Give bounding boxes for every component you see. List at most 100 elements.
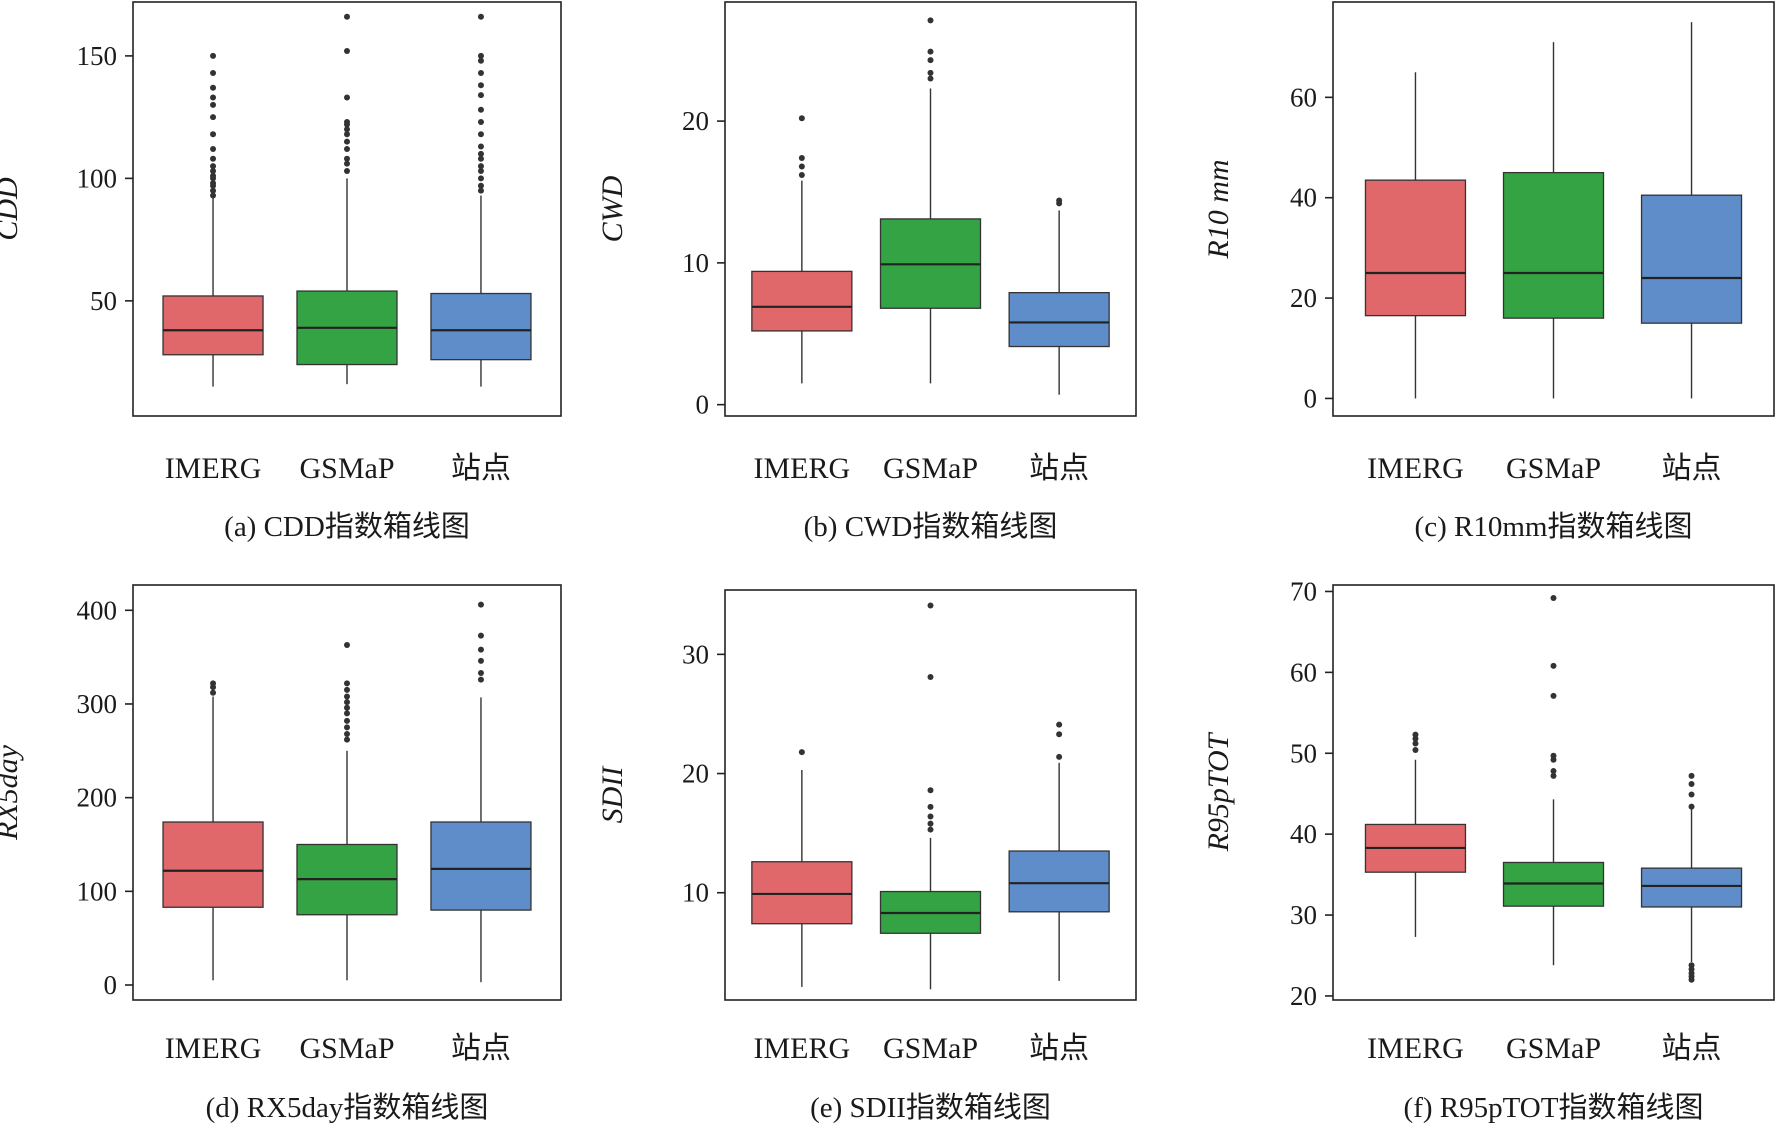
y-tick-label: 20	[1290, 283, 1317, 313]
y-axis-title: CDD	[0, 177, 24, 241]
outlier-point	[210, 145, 217, 152]
outlier-point	[344, 145, 350, 152]
iqr-box	[162, 295, 264, 356]
box-IMERG	[162, 52, 264, 387]
outlier-point	[344, 730, 350, 737]
outlier-point	[344, 160, 350, 167]
outlier-point	[477, 150, 484, 157]
outlier-point	[477, 155, 484, 162]
outlier-point	[210, 84, 217, 91]
outlier-point	[344, 641, 350, 648]
chart-panel-4: 0 100 200 300 400 RX5day IMERG GSMaP 站点 (d) RX5da…	[0, 584, 562, 1124]
outlier-point	[477, 106, 484, 113]
iqr-box	[1008, 292, 1110, 348]
y-tick-label: 40	[1290, 819, 1317, 849]
outlier-point	[1688, 772, 1695, 779]
outlier-point	[477, 52, 484, 59]
outlier-point	[798, 171, 805, 178]
box-站点	[1008, 197, 1110, 395]
y-tick-label: 50	[90, 286, 117, 316]
outlier-point	[1550, 662, 1557, 669]
outlier-point	[477, 163, 484, 170]
outlier-point	[927, 69, 934, 76]
outlier-point	[344, 13, 350, 20]
outlier-point	[927, 787, 934, 794]
y-tick-label: 0	[696, 390, 710, 420]
chart-panel-5: 10 20 30 SDII IMERG GSMaP 站点 (e) SDII指数箱线图	[596, 589, 1137, 1124]
outlier-point	[477, 646, 484, 653]
y-tick-label: 0	[1304, 383, 1318, 413]
box-GSMaP	[879, 17, 982, 384]
iqr-box	[1008, 850, 1110, 913]
outlier-point	[477, 131, 484, 138]
y-tick-label: 150	[77, 41, 118, 71]
outlier-point	[344, 686, 350, 693]
outlier-point	[344, 736, 350, 743]
x-category-label: 站点	[1029, 452, 1089, 485]
box-GSMaP	[296, 641, 398, 981]
iqr-box	[430, 821, 532, 911]
x-category-label: GSMaP	[883, 452, 978, 485]
y-axis-title: CWD	[596, 175, 629, 242]
iqr-box	[1640, 194, 1743, 324]
outlier-point	[477, 676, 484, 683]
y-axis-title: RX5day	[0, 744, 24, 841]
outlier-point	[344, 710, 350, 717]
outlier-point	[798, 115, 805, 122]
box-IMERG	[751, 115, 853, 384]
box-站点	[430, 601, 532, 983]
y-tick-label: 400	[77, 595, 118, 625]
outlier-point	[210, 163, 217, 170]
outlier-point	[210, 155, 217, 162]
outlier-point	[1056, 753, 1063, 760]
outlier-point	[477, 670, 484, 677]
outlier-point	[344, 131, 350, 138]
x-category-label: GSMaP	[299, 452, 394, 485]
outlier-point	[1550, 772, 1557, 779]
box-GSMaP	[296, 13, 398, 385]
outlier-point	[477, 70, 484, 77]
y-tick-label: 50	[1290, 738, 1317, 768]
outlier-point	[344, 126, 350, 133]
outlier-point	[477, 187, 484, 194]
outlier-point	[927, 48, 934, 55]
outlier-point	[344, 680, 350, 687]
outlier-point	[210, 180, 217, 187]
y-tick-label: 300	[77, 689, 118, 719]
outlier-point	[344, 704, 350, 711]
outlier-point	[927, 17, 934, 24]
outlier-point	[477, 92, 484, 99]
iqr-box	[1502, 171, 1605, 319]
plot-frame	[724, 589, 1137, 1001]
plot-frame	[724, 1, 1137, 417]
panel-caption: (c) R10mm指数箱线图	[1415, 510, 1693, 543]
outlier-point	[477, 175, 484, 182]
outlier-point	[477, 601, 484, 608]
outlier-point	[1550, 752, 1557, 759]
outlier-point	[477, 82, 484, 89]
box-IMERG	[751, 749, 853, 987]
y-axis-title: R10 mm	[1202, 159, 1235, 259]
y-tick-label: 60	[1290, 657, 1317, 687]
iqr-box	[751, 270, 853, 332]
x-category-label: GSMaP	[883, 1032, 978, 1065]
y-tick-label: 200	[77, 783, 118, 813]
y-tick-label: 20	[682, 759, 709, 789]
outlier-point	[1688, 791, 1695, 798]
outlier-point	[477, 143, 484, 150]
outlier-point	[344, 699, 350, 706]
x-category-label: IMERG	[165, 1032, 262, 1065]
y-tick-label: 30	[682, 639, 709, 669]
y-tick-label: 10	[682, 878, 709, 908]
outlier-point	[210, 168, 217, 175]
box-站点	[1640, 772, 1743, 983]
outlier-point	[344, 155, 350, 162]
outlier-point	[927, 75, 934, 82]
box-GSMaP	[1502, 594, 1605, 966]
outlier-point	[1412, 740, 1419, 747]
y-tick-label: 40	[1290, 183, 1317, 213]
y-tick-label: 100	[77, 876, 118, 906]
outlier-point	[344, 94, 350, 101]
y-tick-label: 70	[1290, 576, 1317, 606]
outlier-point	[210, 131, 217, 138]
